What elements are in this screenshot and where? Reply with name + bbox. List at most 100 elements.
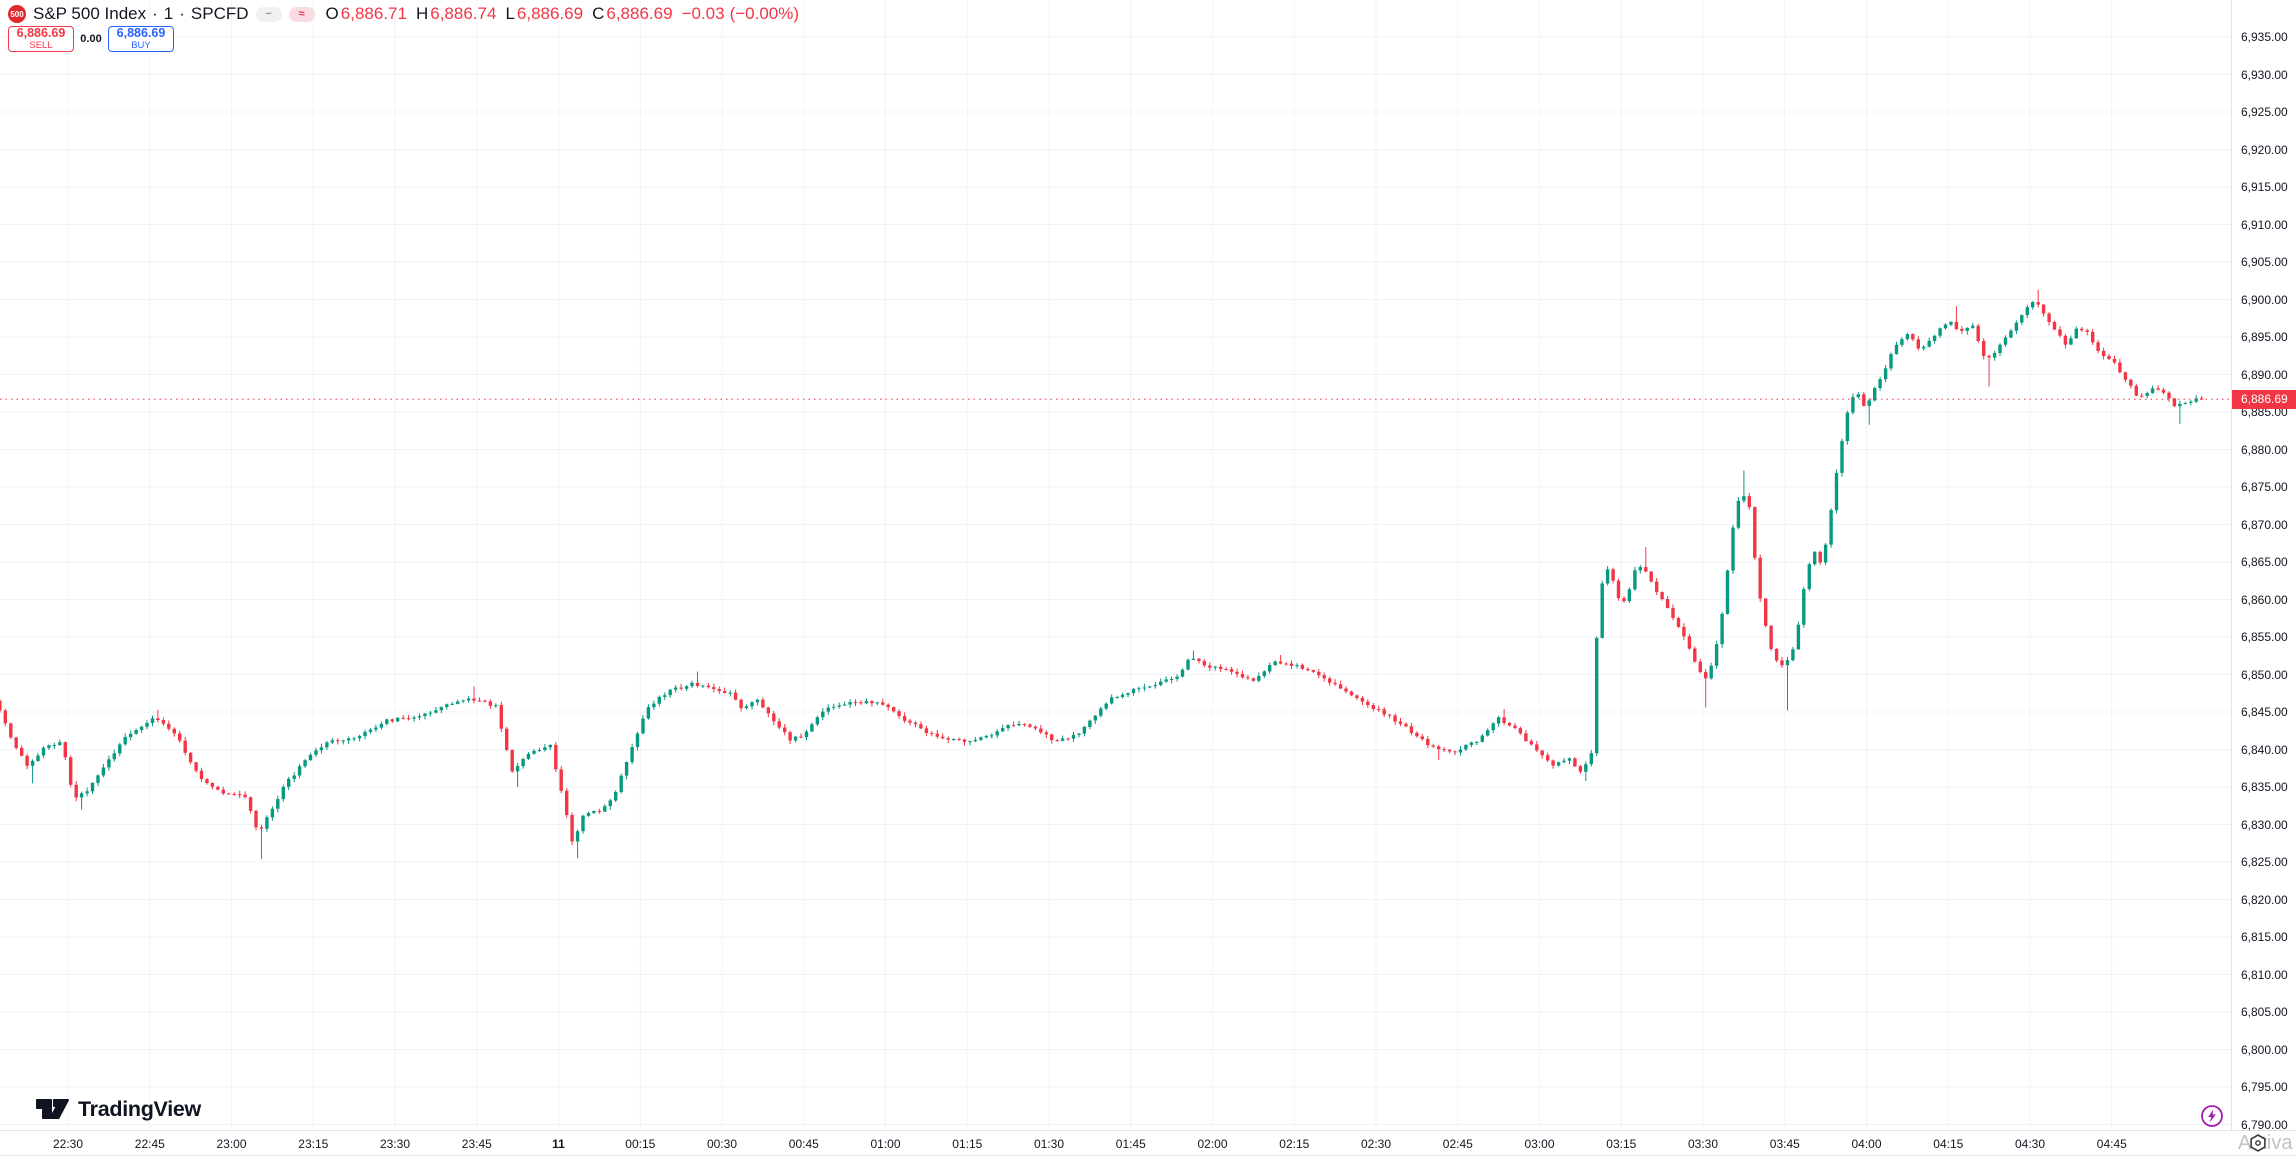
candle <box>2161 387 2166 395</box>
candle <box>1349 690 1354 697</box>
candle <box>2129 378 2133 389</box>
candle <box>1328 676 1332 686</box>
candle <box>1932 334 1937 344</box>
candle <box>254 809 258 831</box>
candle <box>1131 687 1136 696</box>
time-tick: 23:15 <box>298 1137 329 1151</box>
time-axis[interactable]: 22:30 22:45 23:00 23:15 23:30 23:45 11 00:15 00:… <box>0 1130 2296 1156</box>
candle <box>1071 731 1076 743</box>
candle <box>1616 578 1621 601</box>
candle <box>1660 591 1664 601</box>
candle <box>3 708 7 727</box>
candle <box>619 773 623 794</box>
candle <box>1104 702 1108 711</box>
candle <box>1513 722 1517 730</box>
candle <box>2041 304 2046 317</box>
approx-price-icon[interactable]: ≈ <box>288 6 315 22</box>
candle <box>1022 723 1027 727</box>
candle <box>1807 562 1811 592</box>
candle <box>2069 335 2073 346</box>
symbol-title[interactable]: S&P 500 Index · 1 · SPCFD <box>33 4 249 24</box>
price-tick: 6,825.00 <box>2241 855 2288 869</box>
last-price-tag: 6,886.69 <box>2232 389 2296 409</box>
boost-button[interactable] <box>2200 1104 2224 1128</box>
candle <box>401 714 405 720</box>
candle <box>1529 739 1533 746</box>
price-tick: 6,925.00 <box>2241 105 2288 119</box>
candle <box>227 792 231 795</box>
candle <box>1992 350 1997 361</box>
candle <box>1987 354 1991 387</box>
candle <box>1916 336 1920 351</box>
candle <box>292 772 296 783</box>
candle <box>2118 359 2122 374</box>
candle <box>712 683 716 693</box>
candle <box>145 720 149 730</box>
candle <box>1398 718 1403 727</box>
candle <box>357 734 362 742</box>
sell-button[interactable]: 6,886.69 SELL <box>8 26 74 52</box>
candle <box>199 768 204 782</box>
candle <box>1813 551 1817 566</box>
candle <box>1219 664 1223 672</box>
candle <box>1834 469 1839 514</box>
candle <box>1644 547 1648 573</box>
candle <box>1540 749 1544 759</box>
candle <box>172 727 176 737</box>
candle <box>2091 328 2095 345</box>
candle <box>477 697 482 702</box>
candle <box>924 725 929 737</box>
candle <box>1502 709 1506 726</box>
candle <box>2183 402 2187 405</box>
bottom-separator <box>0 1155 2296 1156</box>
sp500-logo-icon: 500 <box>8 5 26 23</box>
candle <box>1595 636 1599 757</box>
candle <box>1278 655 1283 665</box>
candle <box>1578 764 1583 774</box>
separator-dot: · <box>179 4 185 23</box>
symbol-legend[interactable]: 500 S&P 500 Index · 1 · SPCFD − ≈ O 6,886… <box>8 4 799 24</box>
candle <box>1714 640 1719 669</box>
candle <box>990 733 994 739</box>
hide-legend-icon[interactable]: − <box>255 6 282 22</box>
spread-value: 0.00 <box>80 33 102 45</box>
candle <box>1268 662 1272 674</box>
time-tick: 02:15 <box>1279 1137 1310 1151</box>
price-tick: 6,820.00 <box>2241 892 2288 907</box>
candle <box>630 743 634 765</box>
candle <box>695 671 700 688</box>
candle <box>1856 391 1860 399</box>
candle <box>336 738 340 745</box>
candle <box>821 708 825 721</box>
candle <box>1758 554 1762 603</box>
candle <box>684 685 689 692</box>
candle <box>570 812 574 846</box>
candle <box>259 824 264 859</box>
candle <box>1028 723 1032 729</box>
change-percent: (−0.00%) <box>729 4 800 23</box>
candle <box>941 733 945 740</box>
candle <box>1284 661 1288 666</box>
candle <box>1409 722 1414 736</box>
time-tick: 00:45 <box>788 1137 819 1151</box>
buy-button[interactable]: 6,886.69 BUY <box>108 26 174 52</box>
candle <box>1731 524 1735 574</box>
price-axis[interactable]: 6,935.00 6,930.00 6,925.00 6,920.00 6,915.00… <box>2231 0 2296 1132</box>
candle <box>1589 749 1593 767</box>
candle <box>1159 678 1163 687</box>
candle <box>1704 668 1708 708</box>
candle <box>1905 332 1910 341</box>
candle <box>406 714 411 721</box>
candle <box>1344 686 1348 694</box>
candlestick-chart[interactable] <box>0 0 2232 1130</box>
candle <box>1605 566 1610 586</box>
candle <box>864 698 869 705</box>
candle <box>1900 337 1904 347</box>
candle <box>1257 672 1261 683</box>
candle <box>308 752 313 761</box>
tradingview-logo[interactable]: TradingView <box>36 1096 201 1122</box>
candle <box>842 701 847 706</box>
candle <box>1665 596 1670 609</box>
candle <box>417 713 422 721</box>
candle <box>892 706 896 713</box>
